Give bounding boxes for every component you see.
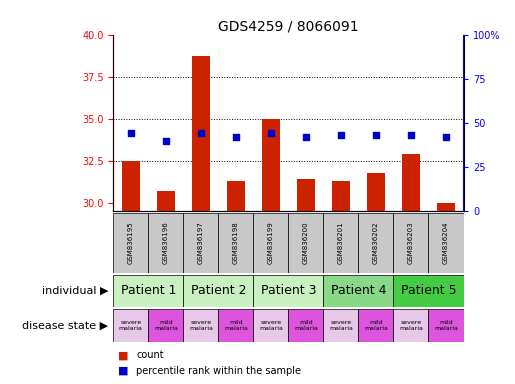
Bar xyxy=(183,309,218,342)
Bar xyxy=(218,309,253,342)
Bar xyxy=(428,309,464,342)
Point xyxy=(372,132,380,138)
Bar xyxy=(358,213,393,273)
Text: Patient 5: Patient 5 xyxy=(401,285,456,297)
Text: Patient 3: Patient 3 xyxy=(261,285,316,297)
Point xyxy=(337,132,345,138)
Bar xyxy=(332,181,350,211)
Bar xyxy=(192,56,210,211)
Text: severe
malaria: severe malaria xyxy=(119,320,143,331)
Text: GSM836196: GSM836196 xyxy=(163,222,169,264)
Bar xyxy=(393,213,428,273)
Text: Patient 2: Patient 2 xyxy=(191,285,246,297)
Text: mild
malaria: mild malaria xyxy=(434,320,458,331)
Point xyxy=(232,134,240,140)
Bar xyxy=(393,275,464,307)
Text: mild
malaria: mild malaria xyxy=(294,320,318,331)
Text: mild
malaria: mild malaria xyxy=(154,320,178,331)
Bar xyxy=(288,309,323,342)
Text: Patient 4: Patient 4 xyxy=(331,285,386,297)
Title: GDS4259 / 8066091: GDS4259 / 8066091 xyxy=(218,20,359,33)
Text: disease state ▶: disease state ▶ xyxy=(22,320,108,331)
Text: severe
malaria: severe malaria xyxy=(189,320,213,331)
Bar xyxy=(253,213,288,273)
Bar xyxy=(253,275,323,307)
Bar xyxy=(323,275,393,307)
Text: ■: ■ xyxy=(118,366,129,376)
Text: GSM836202: GSM836202 xyxy=(373,222,379,264)
Bar xyxy=(262,119,280,211)
Text: percentile rank within the sample: percentile rank within the sample xyxy=(136,366,301,376)
Text: GSM836201: GSM836201 xyxy=(338,222,344,264)
Bar xyxy=(148,213,183,273)
Bar xyxy=(428,213,464,273)
Text: GSM836195: GSM836195 xyxy=(128,222,134,264)
Bar xyxy=(148,309,183,342)
Point xyxy=(197,131,205,137)
Text: GSM836200: GSM836200 xyxy=(303,222,309,264)
Point xyxy=(302,134,310,140)
Bar xyxy=(393,309,428,342)
Bar xyxy=(253,309,288,342)
Text: GSM836203: GSM836203 xyxy=(408,222,414,264)
Text: GSM836197: GSM836197 xyxy=(198,222,204,264)
Text: count: count xyxy=(136,350,164,360)
Bar xyxy=(183,275,253,307)
Text: Patient 1: Patient 1 xyxy=(121,285,176,297)
Bar xyxy=(113,309,148,342)
Text: individual ▶: individual ▶ xyxy=(42,286,108,296)
Bar xyxy=(113,275,183,307)
Point xyxy=(127,131,135,137)
Bar xyxy=(183,213,218,273)
Bar xyxy=(323,309,358,342)
Text: GSM836204: GSM836204 xyxy=(443,222,449,264)
Point xyxy=(407,132,415,138)
Bar xyxy=(358,309,393,342)
Bar xyxy=(367,172,385,211)
Bar xyxy=(288,213,323,273)
Text: severe
malaria: severe malaria xyxy=(329,320,353,331)
Text: GSM836198: GSM836198 xyxy=(233,222,239,264)
Text: ■: ■ xyxy=(118,350,129,360)
Bar xyxy=(122,161,140,211)
Text: severe
malaria: severe malaria xyxy=(399,320,423,331)
Bar xyxy=(227,181,245,211)
Bar xyxy=(437,203,455,211)
Text: mild
malaria: mild malaria xyxy=(364,320,388,331)
Bar xyxy=(402,154,420,211)
Bar xyxy=(157,191,175,211)
Text: mild
malaria: mild malaria xyxy=(224,320,248,331)
Bar xyxy=(113,213,148,273)
Point xyxy=(267,131,275,137)
Bar xyxy=(218,213,253,273)
Text: GSM836199: GSM836199 xyxy=(268,222,274,264)
Bar xyxy=(297,179,315,211)
Point xyxy=(162,137,170,144)
Bar xyxy=(323,213,358,273)
Text: severe
malaria: severe malaria xyxy=(259,320,283,331)
Point xyxy=(442,134,450,140)
